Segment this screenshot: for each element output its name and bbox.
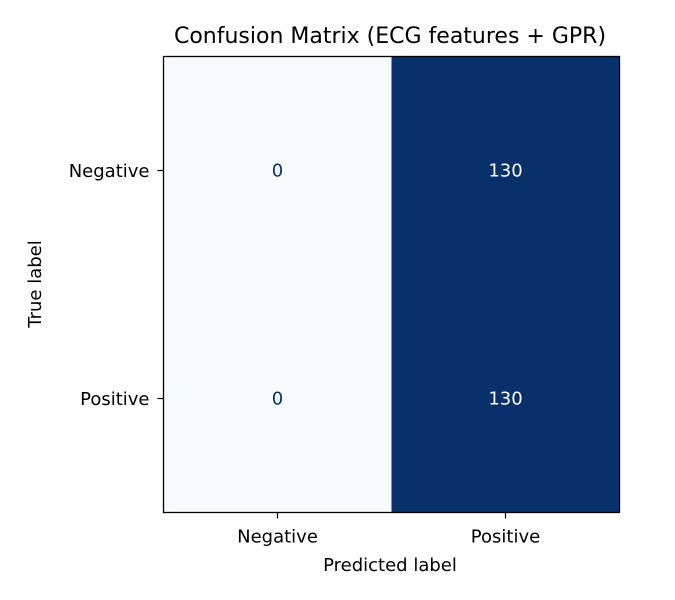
cell-value-label: 0 — [272, 389, 283, 410]
cell-value-labels: 0 130 0 130 — [272, 161, 523, 410]
y-tick-label: Positive — [80, 389, 149, 410]
heatmap-cell-1-0 — [163, 284, 392, 513]
heatmap-cell-1-1 — [391, 284, 620, 513]
plot-frame — [162, 55, 621, 514]
heatmap-cell-0-1 — [391, 56, 620, 285]
x-axis-label: Predicted label — [323, 555, 457, 576]
cell-value-label: 0 — [272, 161, 283, 182]
heatmap-cells — [163, 56, 620, 513]
cell-value-label: 130 — [488, 389, 522, 410]
x-tick-label: Positive — [471, 527, 540, 548]
y-tick-label: Negative — [69, 161, 150, 182]
chart-title: Confusion Matrix (ECG features + GPR) — [174, 24, 606, 49]
x-tick-label: Negative — [237, 527, 318, 548]
cell-value-label: 130 — [488, 161, 522, 182]
x-axis-ticks: Negative Positive — [237, 512, 540, 548]
y-axis-label: True label — [25, 240, 46, 329]
heatmap-cell-0-0 — [163, 56, 392, 285]
y-axis-ticks: Negative Positive — [69, 161, 164, 410]
